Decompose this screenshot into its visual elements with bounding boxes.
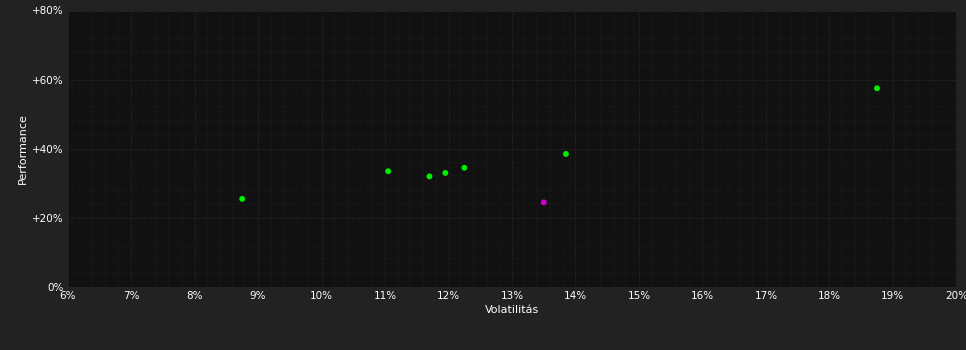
Point [381, 168, 396, 174]
Point [558, 151, 574, 157]
Point [457, 165, 472, 170]
Y-axis label: Performance: Performance [17, 113, 28, 184]
X-axis label: Volatilitás: Volatilitás [485, 305, 539, 315]
Point [536, 199, 552, 205]
Point [869, 85, 885, 91]
Point [438, 170, 453, 176]
Point [422, 174, 438, 179]
Point [235, 196, 250, 202]
